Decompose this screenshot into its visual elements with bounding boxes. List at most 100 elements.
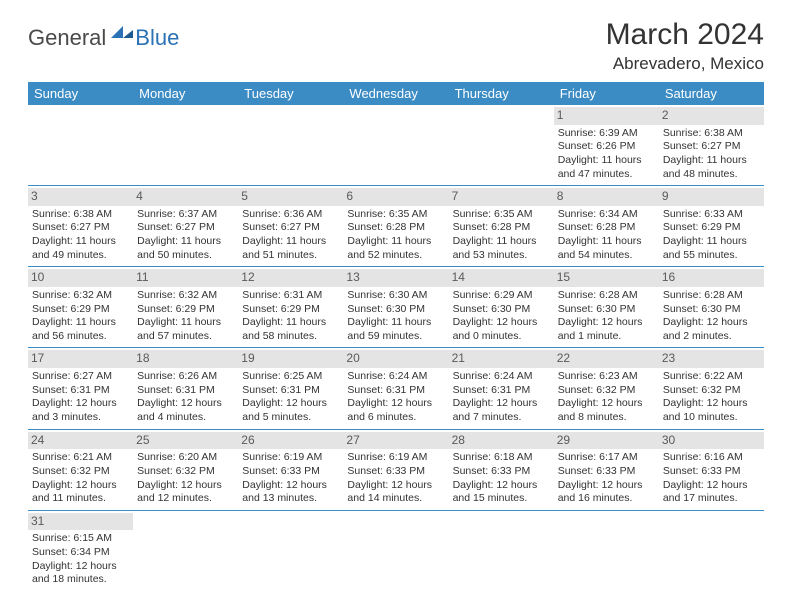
daylight-text: and 48 minutes. [663, 168, 760, 182]
calendar-cell: 13Sunrise: 6:30 AMSunset: 6:30 PMDayligh… [343, 267, 448, 348]
calendar-cell: 5Sunrise: 6:36 AMSunset: 6:27 PMDaylight… [238, 186, 343, 267]
day-number: 16 [659, 269, 764, 287]
daylight-text: and 3 minutes. [32, 411, 129, 425]
daylight-text: and 59 minutes. [347, 330, 444, 344]
page-title: March 2024 [606, 18, 764, 52]
daylight-text: and 58 minutes. [242, 330, 339, 344]
calendar-row: 10Sunrise: 6:32 AMSunset: 6:29 PMDayligh… [28, 267, 764, 348]
daylight-text: Daylight: 12 hours [453, 479, 550, 493]
day-number: 27 [343, 432, 448, 450]
sunset-text: Sunset: 6:32 PM [137, 465, 234, 479]
daylight-text: and 17 minutes. [663, 492, 760, 506]
sunrise-text: Sunrise: 6:33 AM [663, 208, 760, 222]
sunset-text: Sunset: 6:28 PM [347, 221, 444, 235]
sunrise-text: Sunrise: 6:24 AM [453, 370, 550, 384]
calendar-cell: 18Sunrise: 6:26 AMSunset: 6:31 PMDayligh… [133, 348, 238, 429]
calendar-cell: 15Sunrise: 6:28 AMSunset: 6:30 PMDayligh… [554, 267, 659, 348]
day-number: 25 [133, 432, 238, 450]
day-number: 3 [28, 188, 133, 206]
sunset-text: Sunset: 6:30 PM [347, 303, 444, 317]
calendar-cell: 26Sunrise: 6:19 AMSunset: 6:33 PMDayligh… [238, 429, 343, 510]
sunrise-text: Sunrise: 6:35 AM [347, 208, 444, 222]
day-number: 15 [554, 269, 659, 287]
calendar-cell: 9Sunrise: 6:33 AMSunset: 6:29 PMDaylight… [659, 186, 764, 267]
day-number: 17 [28, 350, 133, 368]
daylight-text: Daylight: 12 hours [453, 397, 550, 411]
daylight-text: Daylight: 12 hours [663, 397, 760, 411]
daylight-text: and 49 minutes. [32, 249, 129, 263]
calendar-row: 17Sunrise: 6:27 AMSunset: 6:31 PMDayligh… [28, 348, 764, 429]
sunrise-text: Sunrise: 6:22 AM [663, 370, 760, 384]
day-number: 7 [449, 188, 554, 206]
calendar-cell: 21Sunrise: 6:24 AMSunset: 6:31 PMDayligh… [449, 348, 554, 429]
calendar-cell [238, 510, 343, 591]
sunrise-text: Sunrise: 6:25 AM [242, 370, 339, 384]
daylight-text: and 57 minutes. [137, 330, 234, 344]
day-number: 12 [238, 269, 343, 287]
daylight-text: Daylight: 12 hours [558, 479, 655, 493]
sunset-text: Sunset: 6:27 PM [137, 221, 234, 235]
daylight-text: Daylight: 12 hours [453, 316, 550, 330]
day-number: 14 [449, 269, 554, 287]
calendar-cell: 25Sunrise: 6:20 AMSunset: 6:32 PMDayligh… [133, 429, 238, 510]
calendar-cell: 27Sunrise: 6:19 AMSunset: 6:33 PMDayligh… [343, 429, 448, 510]
sunset-text: Sunset: 6:26 PM [558, 140, 655, 154]
sunrise-text: Sunrise: 6:36 AM [242, 208, 339, 222]
day-number: 30 [659, 432, 764, 450]
daylight-text: Daylight: 11 hours [32, 316, 129, 330]
title-block: March 2024 Abrevadero, Mexico [606, 18, 764, 74]
day-number: 19 [238, 350, 343, 368]
daylight-text: and 15 minutes. [453, 492, 550, 506]
daylight-text: Daylight: 12 hours [137, 479, 234, 493]
sunrise-text: Sunrise: 6:16 AM [663, 451, 760, 465]
sunrise-text: Sunrise: 6:18 AM [453, 451, 550, 465]
daylight-text: Daylight: 11 hours [558, 235, 655, 249]
logo: General Blue [28, 24, 179, 51]
day-number: 28 [449, 432, 554, 450]
calendar-cell [659, 510, 764, 591]
day-number: 10 [28, 269, 133, 287]
daylight-text: Daylight: 11 hours [347, 235, 444, 249]
daylight-text: and 14 minutes. [347, 492, 444, 506]
day-number: 9 [659, 188, 764, 206]
daylight-text: and 51 minutes. [242, 249, 339, 263]
daylight-text: and 50 minutes. [137, 249, 234, 263]
sunset-text: Sunset: 6:33 PM [453, 465, 550, 479]
sunrise-text: Sunrise: 6:39 AM [558, 127, 655, 141]
calendar-cell: 11Sunrise: 6:32 AMSunset: 6:29 PMDayligh… [133, 267, 238, 348]
day-number: 4 [133, 188, 238, 206]
day-number: 13 [343, 269, 448, 287]
daylight-text: and 4 minutes. [137, 411, 234, 425]
logo-text-general: General [28, 25, 106, 51]
day-header: Sunday [28, 82, 133, 105]
daylight-text: and 6 minutes. [347, 411, 444, 425]
daylight-text: Daylight: 12 hours [32, 397, 129, 411]
sunset-text: Sunset: 6:34 PM [32, 546, 129, 560]
sunset-text: Sunset: 6:31 PM [347, 384, 444, 398]
daylight-text: and 53 minutes. [453, 249, 550, 263]
daylight-text: Daylight: 11 hours [558, 154, 655, 168]
sunset-text: Sunset: 6:31 PM [453, 384, 550, 398]
sunrise-text: Sunrise: 6:23 AM [558, 370, 655, 384]
sunset-text: Sunset: 6:32 PM [558, 384, 655, 398]
sunrise-text: Sunrise: 6:35 AM [453, 208, 550, 222]
daylight-text: Daylight: 11 hours [663, 235, 760, 249]
daylight-text: Daylight: 12 hours [663, 316, 760, 330]
daylight-text: and 52 minutes. [347, 249, 444, 263]
daylight-text: Daylight: 11 hours [347, 316, 444, 330]
flag-icon [111, 24, 135, 45]
daylight-text: and 0 minutes. [453, 330, 550, 344]
daylight-text: Daylight: 12 hours [558, 316, 655, 330]
sunrise-text: Sunrise: 6:29 AM [453, 289, 550, 303]
daylight-text: Daylight: 12 hours [32, 479, 129, 493]
calendar-cell: 22Sunrise: 6:23 AMSunset: 6:32 PMDayligh… [554, 348, 659, 429]
sunset-text: Sunset: 6:33 PM [242, 465, 339, 479]
calendar-cell: 31Sunrise: 6:15 AMSunset: 6:34 PMDayligh… [28, 510, 133, 591]
day-number: 6 [343, 188, 448, 206]
daylight-text: and 10 minutes. [663, 411, 760, 425]
calendar-cell: 24Sunrise: 6:21 AMSunset: 6:32 PMDayligh… [28, 429, 133, 510]
sunset-text: Sunset: 6:29 PM [242, 303, 339, 317]
daylight-text: and 2 minutes. [663, 330, 760, 344]
sunrise-text: Sunrise: 6:28 AM [558, 289, 655, 303]
sunset-text: Sunset: 6:33 PM [663, 465, 760, 479]
